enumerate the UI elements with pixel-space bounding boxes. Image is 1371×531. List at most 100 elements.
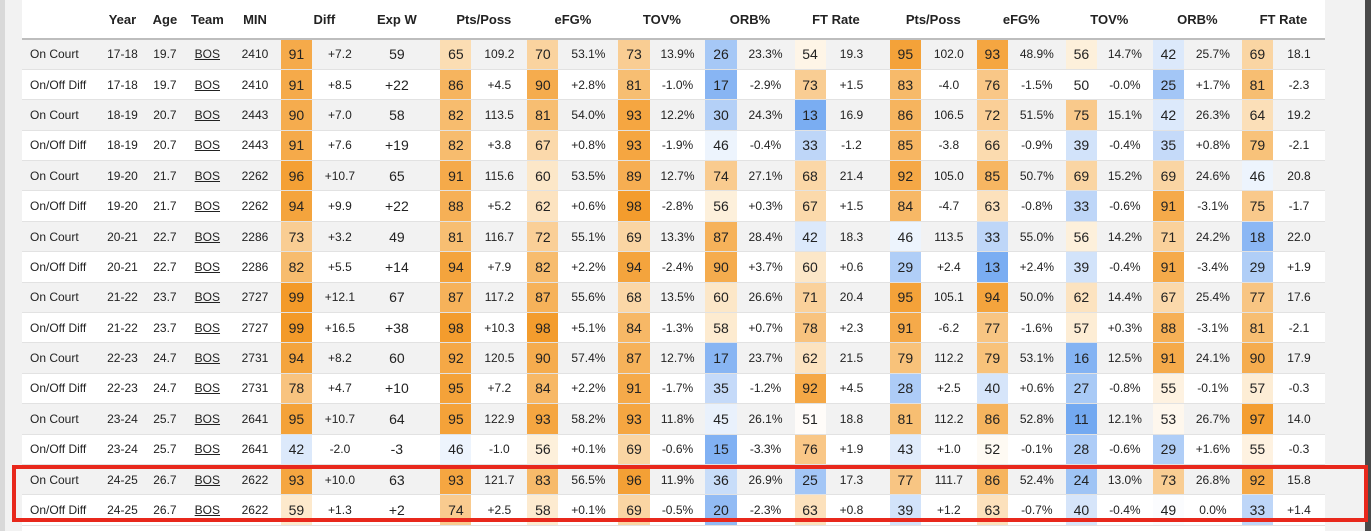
value-cell: 23.3% (736, 39, 795, 70)
team-link[interactable]: BOS (185, 434, 230, 465)
gap-cell (877, 251, 890, 283)
percentile-cell: 83 (527, 464, 559, 496)
value-cell: +1.5 (825, 69, 878, 101)
team-link[interactable]: BOS (185, 403, 230, 435)
percentile-cell: 94 (618, 251, 650, 283)
percentile-cell: 60 (527, 160, 559, 192)
table-row: On/Off Diff 20-21 22.7 BOS 2286 82 +5.5 +14 94 +7… (22, 251, 1325, 283)
value-cell: 19.7 (144, 39, 186, 70)
value-cell: 22-23 (100, 342, 145, 374)
gap-cell (877, 39, 890, 70)
value-cell: 122.9 (471, 403, 528, 435)
value-cell: +1.3 (311, 494, 368, 526)
percentile-cell: 57 (1065, 312, 1097, 344)
table-row: On Court 24-25 26.7 BOS 2622 93 +10.0 63 93 121.7… (22, 464, 1325, 496)
value-cell: 2286 (229, 251, 281, 283)
team-link[interactable]: BOS (185, 190, 230, 222)
value-cell: +12.1 (311, 282, 368, 314)
value-cell: +10.7 (311, 160, 368, 192)
gap-cell (877, 190, 890, 222)
value-cell: 2731 (229, 342, 281, 374)
value-cell: +0.8% (1183, 130, 1242, 162)
percentile-cell: 98 (440, 312, 472, 344)
value-cell: 17-18 (100, 39, 145, 70)
percentile-cell: 72 (976, 99, 1008, 131)
percentile-cell: 40 (976, 373, 1008, 405)
team-link[interactable]: BOS (185, 251, 230, 283)
value-cell: -0.8% (1096, 373, 1153, 405)
value-cell: 23.7% (736, 342, 795, 374)
team-link[interactable]: BOS (185, 494, 230, 526)
team-link[interactable]: BOS (185, 373, 230, 405)
row-label: On Court (22, 282, 101, 314)
table-row: On Court 22-23 24.7 BOS 2731 94 +8.2 60 92 120.5 9… (22, 342, 1325, 374)
value-cell: +8.2 (311, 342, 368, 374)
team-link[interactable]: BOS (185, 342, 230, 374)
gap-cell (877, 464, 890, 496)
percentile-cell: 25 (1152, 69, 1184, 101)
value-cell: 17.9 (1272, 342, 1325, 374)
percentile-cell: 66 (976, 130, 1008, 162)
percentile-cell: 87 (618, 342, 650, 374)
value-cell: 13.9% (649, 39, 706, 70)
value-cell: +1.9 (1272, 251, 1325, 283)
team-link[interactable]: BOS (185, 130, 230, 162)
gap-cell (425, 221, 441, 253)
value-cell: 18.8 (825, 403, 878, 435)
exp-w-cell: -3 (367, 434, 426, 465)
team-link[interactable]: BOS (185, 221, 230, 253)
value-cell: -0.3 (1272, 373, 1325, 405)
value-cell: 26.9% (736, 464, 795, 496)
team-link[interactable]: BOS (185, 69, 230, 101)
header-cell: Pts/Poss (440, 0, 528, 40)
value-cell: -3.1% (1183, 312, 1242, 344)
team-link[interactable]: BOS (185, 160, 230, 192)
percentile-cell: 40 (1065, 494, 1097, 526)
value-cell: 14.0 (1272, 403, 1325, 435)
value-cell: -1.5% (1007, 69, 1066, 101)
team-link[interactable]: BOS (185, 99, 230, 131)
percentile-cell: 81 (889, 403, 921, 435)
value-cell: -4.0 (920, 69, 977, 101)
value-cell: -2.4% (649, 251, 706, 283)
percentile-cell: 75 (1241, 190, 1273, 222)
team-link[interactable]: BOS (185, 464, 230, 496)
value-cell: 16.9 (825, 99, 878, 131)
percentile-cell: 27 (1065, 373, 1097, 405)
table-row: On/Off Diff 22-23 24.7 BOS 2731 78 +4.7 +10 95 +7… (22, 373, 1325, 405)
value-cell: -0.6% (1096, 434, 1153, 465)
row-label: On/Off Diff (22, 69, 101, 101)
value-cell: -0.4% (1096, 130, 1153, 162)
percentile-cell: 25 (794, 464, 826, 496)
percentile-cell: 97 (1241, 403, 1273, 435)
percentile-cell: 45 (705, 403, 737, 435)
team-link[interactable]: BOS (185, 39, 230, 70)
gap-cell (425, 282, 441, 314)
value-cell: 24-25 (100, 464, 145, 496)
value-cell: 102.0 (920, 39, 977, 70)
header-cell: Year (100, 0, 145, 40)
value-cell: 19-20 (100, 160, 145, 192)
value-cell: +16.5 (311, 312, 368, 344)
header-cell: eFG% (976, 0, 1066, 40)
value-cell: 17-18 (100, 69, 145, 101)
gap-cell (425, 130, 441, 162)
value-cell: -0.6% (1096, 190, 1153, 222)
row-label: On Court (22, 342, 101, 374)
header-cell: Age (144, 0, 186, 40)
percentile-cell: 69 (1241, 39, 1273, 70)
gap-cell (425, 69, 441, 101)
value-cell: 58.2% (558, 403, 619, 435)
team-link[interactable]: BOS (185, 312, 230, 344)
value-cell: 20-21 (100, 221, 145, 253)
value-cell: 21.5 (825, 342, 878, 374)
exp-w-cell: 59 (367, 39, 426, 70)
exp-w-cell: 63 (367, 464, 426, 496)
value-cell: +0.8 (825, 494, 878, 526)
row-label: On Court (22, 39, 101, 70)
percentile-cell: 79 (889, 342, 921, 374)
value-cell: +7.0 (311, 99, 368, 131)
team-link[interactable]: BOS (185, 282, 230, 314)
percentile-cell: 54 (794, 39, 826, 70)
table-row: On/Off Diff 17-18 19.7 BOS 2410 91 +8.5 +22 86 +4… (22, 69, 1325, 101)
